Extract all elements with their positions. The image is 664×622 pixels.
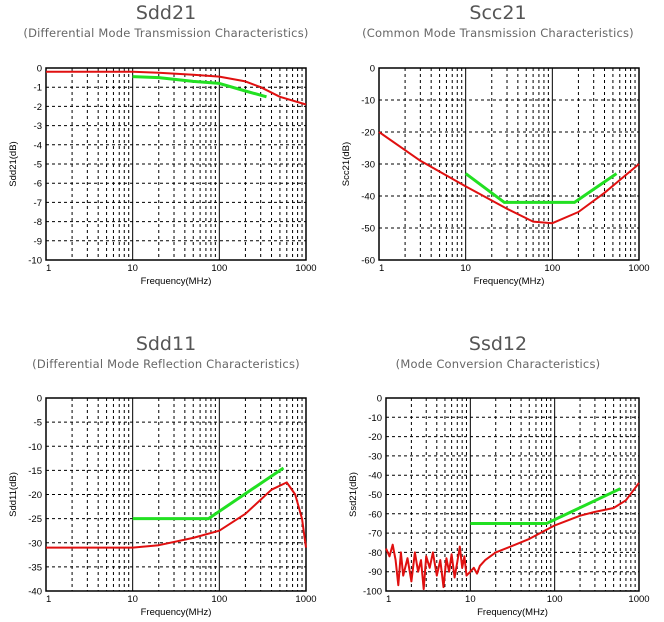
x-tick-label: 100 [547,594,563,605]
y-tick-label: -20 [368,432,382,443]
chart-title-scc21: Scc21 [469,2,527,24]
y-tick-label: -25 [28,514,42,525]
y-tick-label: -50 [368,490,382,501]
x-tick-label: 1 [46,594,51,605]
plot-frame [385,397,640,592]
y-tick-label: -10 [368,413,382,424]
y-tick-label: -5 [34,418,42,429]
x-tick-label: 1000 [295,594,316,605]
x-tick-label: 1 [379,263,384,274]
y-tick-label: -20 [28,490,42,501]
chart-sdd11: 0 -5 -10 -15 -20 -25 -30 -35 -40 1 10 100 1000 Freque… [8,394,317,619]
y-tick-label: 0 [37,64,42,75]
chart-title-sdd21: Sdd21 [135,2,197,24]
y-tick-label: -80 [368,548,382,559]
x-axis-label: Frequency(MHz) [141,607,212,618]
measured-series-line [46,481,307,549]
y-tick-label: -5 [34,160,42,171]
spec-series-line [464,172,618,204]
y-tick-label: -100 [363,587,382,598]
chart-sdd21: 0 -1 -2 -3 -4 -5 -6 -7 -8 -9 -10 1 10 100 1000 Frequenc… [8,64,317,288]
x-axis-label: Frequency(MHz) [141,276,212,287]
y-tick-label: -60 [361,256,375,267]
y-tick-label: -1 [34,83,42,94]
x-tick-label: 1 [386,594,391,605]
measured-series-line [46,70,307,106]
y-tick-label: -35 [28,562,42,573]
y-tick-label: -70 [368,529,382,540]
x-tick-label: 100 [544,263,560,274]
y-tick-label: -30 [361,160,375,171]
y-tick-label: 0 [37,394,42,405]
spec-series-line [132,466,285,521]
y-tick-label: -50 [361,224,375,235]
y-tick-label: -40 [361,192,375,203]
y-tick-label: -8 [34,217,42,228]
y-tick-label: -20 [361,128,375,139]
x-tick-label: 100 [211,263,227,274]
y-tick-label: -10 [28,442,42,453]
x-tick-label: 1 [46,263,51,274]
x-tick-label: 1000 [628,594,649,605]
y-tick-label: -7 [34,198,42,209]
x-tick-label: 10 [460,263,471,274]
plot-frame [45,67,307,261]
y-axis-label: Sdd11(dB) [8,472,19,517]
x-tick-label: 10 [465,594,476,605]
x-tick-label: 10 [127,594,138,605]
chart-title-ssd12: Ssd12 [468,333,528,355]
chart-ssd12: 0 -10 -20 -30 -40 -50 -60 -70 -80 -90 -100 1 10 100 10… [348,394,650,619]
y-tick-label: -9 [34,236,42,247]
chart-subtitle-sdd11: (Differential Mode Reflection Characteri… [32,357,300,371]
y-tick-label: -10 [28,256,42,267]
chart-subtitle-sdd21: (Differential Mode Transmission Characte… [23,26,309,40]
plot-frame [45,397,307,592]
y-tick-label: -3 [34,121,42,132]
y-tick-label: -15 [28,466,42,477]
spec-series-line [132,75,267,99]
chart-scc21: 0 -10 -20 -30 -40 -50 -60 1 10 100 1000 Frequency(M… [341,64,650,288]
x-tick-label: 1000 [628,263,649,274]
y-tick-label: -60 [368,509,382,520]
x-axis-label: Frequency(MHz) [477,607,548,618]
x-tick-label: 10 [127,263,138,274]
y-tick-label: -30 [28,538,42,549]
y-tick-label: -40 [368,471,382,482]
chart-subtitle-ssd12: (Mode Conversion Characteristics) [395,357,601,371]
y-tick-label: 0 [377,394,382,405]
y-tick-label: 0 [370,64,375,75]
y-tick-label: -2 [34,102,42,113]
measured-series-line [378,131,640,225]
y-tick-label: -6 [34,179,42,190]
x-axis-label: Frequency(MHz) [474,276,545,287]
measured-series-line [385,482,640,591]
y-tick-label: -90 [368,567,382,578]
y-axis-label: Ssd21(dB) [348,472,359,517]
y-axis-label: Scc21(dB) [341,142,352,186]
y-tick-label: -40 [28,587,42,598]
y-tick-label: -4 [34,140,42,151]
x-tick-label: 100 [211,594,227,605]
y-axis-label: Sdd21(dB) [8,141,19,186]
y-tick-label: -10 [361,96,375,107]
spec-series-line [470,487,621,525]
chart-title-sdd11: Sdd11 [135,333,197,355]
chart-subtitle-scc21: (Common Mode Transmission Characteristic… [362,26,634,40]
y-tick-label: -30 [368,451,382,462]
x-tick-label: 1000 [295,263,316,274]
